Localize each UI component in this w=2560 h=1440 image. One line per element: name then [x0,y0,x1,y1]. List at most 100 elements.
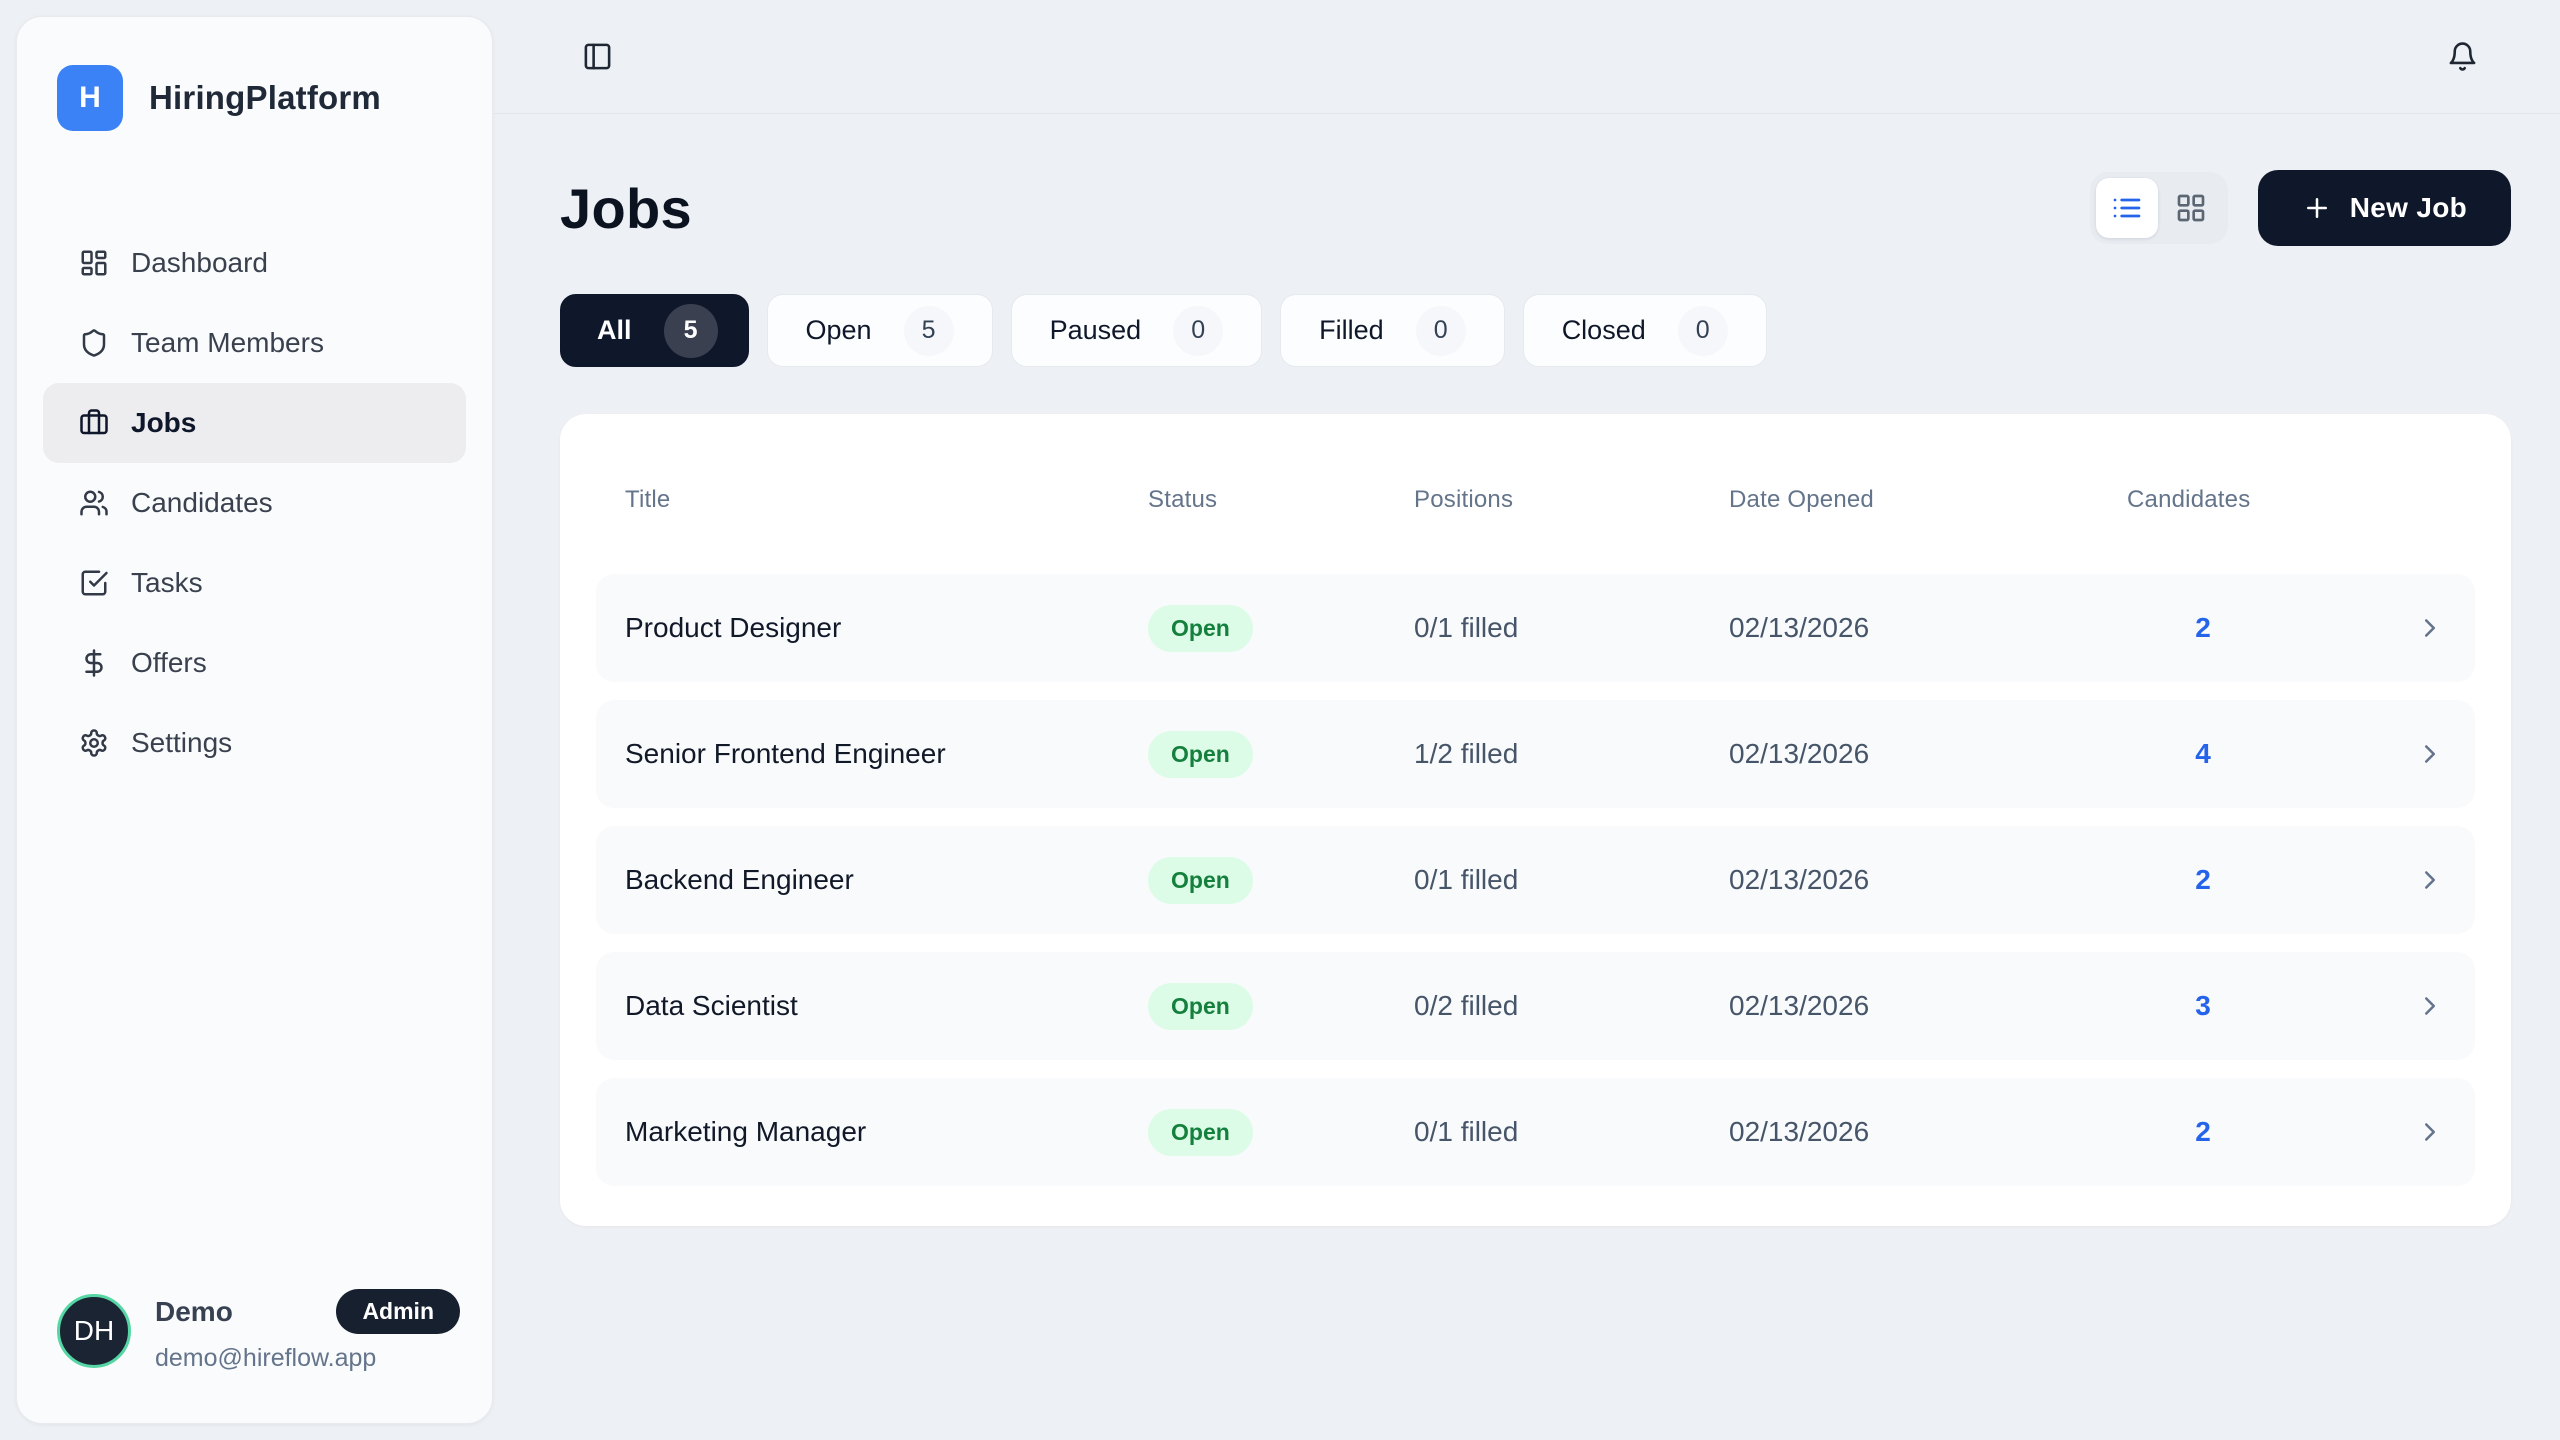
chevron-right-icon[interactable] [2415,739,2445,769]
sidebar-item-dashboard[interactable]: Dashboard [43,223,466,303]
job-title: Product Designer [625,612,842,643]
check-square-icon [79,568,109,598]
job-title: Senior Frontend Engineer [625,738,946,769]
sidebar-item-tasks[interactable]: Tasks [43,543,466,623]
status-badge: Open [1148,982,1253,1030]
filter-label: Paused [1049,315,1142,345]
main-area: Jobs [493,0,2560,1440]
new-job-label: New Job [2349,192,2467,223]
sidebar-item-label: Candidates [131,487,273,518]
status-badge: Open [1148,604,1253,652]
date-opened-cell: 02/13/2026 [1729,1116,1870,1147]
filter-tab-closed[interactable]: Closed 0 [1522,294,1767,367]
sidebar-item-candidates[interactable]: Candidates [43,463,466,543]
status-badge: Open [1148,856,1253,904]
topbar [493,0,2560,114]
sidebar-toggle-button[interactable] [575,35,619,79]
job-title: Marketing Manager [625,1116,867,1147]
chevron-right-icon[interactable] [2415,1117,2445,1147]
filter-label: Closed [1561,315,1646,345]
candidates-count[interactable]: 2 [2195,1116,2211,1147]
dollar-icon [79,648,109,678]
status-badge: Open [1148,1108,1253,1156]
briefcase-icon [79,408,109,438]
table-row[interactable]: Marketing Manager Open 0/1 filled 02/13/… [596,1078,2475,1186]
column-header-candidates: Candidates [2127,486,2251,513]
filter-count: 5 [903,305,954,356]
bell-icon [2447,41,2478,72]
status-badge: Open [1148,730,1253,778]
filter-count: 0 [1415,305,1466,356]
grid-view-button[interactable] [2160,178,2222,238]
content: Jobs [493,114,2560,1226]
panel-left-icon [582,41,613,72]
candidates-count[interactable]: 3 [2195,990,2211,1021]
chevron-right-icon[interactable] [2415,613,2445,643]
table-row[interactable]: Senior Frontend Engineer Open 1/2 filled… [596,700,2475,808]
filter-tab-all[interactable]: All 5 [560,294,749,367]
column-header-date-opened: Date Opened [1729,486,1874,513]
filter-label: Filled [1319,315,1384,345]
candidates-count[interactable]: 2 [2195,612,2211,643]
sidebar-item-team-members[interactable]: Team Members [43,303,466,383]
list-view-button[interactable] [2095,178,2158,238]
notifications-button[interactable] [2440,35,2484,79]
filter-count: 0 [1173,305,1224,356]
candidates-count[interactable]: 2 [2195,864,2211,895]
sidebar-item-settings[interactable]: Settings [43,703,466,783]
filter-count: 0 [1677,305,1728,356]
users-icon [79,488,109,518]
filter-tab-open[interactable]: Open 5 [766,294,993,367]
chevron-right-icon[interactable] [2415,991,2445,1021]
status-filters: All 5 Open 5 Paused 0 Filled 0 Closed 0 [560,294,2511,367]
positions-cell: 1/2 filled [1414,738,1519,769]
sidebar-item-label: Offers [131,647,207,678]
table-row[interactable]: Data Scientist Open 0/2 filled 02/13/202… [596,952,2475,1060]
column-header-status: Status [1148,486,1218,513]
date-opened-cell: 02/13/2026 [1729,864,1870,895]
user-box[interactable]: DH Demo Admin demo@hireflow.app [43,1289,466,1377]
app-title: HiringPlatform [149,79,381,116]
positions-cell: 0/2 filled [1414,990,1519,1021]
filter-tab-paused[interactable]: Paused 0 [1010,294,1263,367]
sidebar-item-offers[interactable]: Offers [43,623,466,703]
user-name: Demo [155,1295,233,1327]
list-icon [2111,192,2143,224]
sidebar: H HiringPlatform Dashboard Team Members … [16,16,493,1424]
date-opened-cell: 02/13/2026 [1729,612,1870,643]
dashboard-icon [79,248,109,278]
positions-cell: 0/1 filled [1414,612,1519,643]
chevron-right-icon[interactable] [2415,865,2445,895]
table-row[interactable]: Product Designer Open 0/1 filled 02/13/2… [596,574,2475,682]
sidebar-item-label: Dashboard [131,247,268,278]
jobs-table-card: Title Status Positions Date Opened Candi… [560,414,2511,1226]
filter-label: Open [805,315,872,345]
sidebar-item-label: Team Members [131,327,324,358]
sidebar-nav: Dashboard Team Members Jobs Candidates T… [43,223,466,783]
plus-icon [2302,193,2332,223]
shield-icon [79,328,109,358]
positions-cell: 0/1 filled [1414,864,1519,895]
date-opened-cell: 02/13/2026 [1729,738,1870,769]
avatar: DH [57,1294,131,1368]
column-header-positions: Positions [1414,486,1514,513]
sidebar-item-label: Tasks [131,567,203,598]
job-title: Data Scientist [625,990,798,1021]
role-badge: Admin [336,1289,460,1334]
view-toggle [2089,172,2228,244]
date-opened-cell: 02/13/2026 [1729,990,1870,1021]
brand-logo: H [57,65,123,131]
table-header: Title Status Positions Date Opened Candi… [596,450,2475,550]
filter-tab-filled[interactable]: Filled 0 [1280,294,1505,367]
grid-icon [2175,192,2207,224]
sidebar-item-jobs[interactable]: Jobs [43,383,466,463]
sidebar-item-label: Settings [131,727,233,758]
user-email: demo@hireflow.app [155,1344,377,1372]
new-job-button[interactable]: New Job [2257,170,2511,246]
column-header-title: Title [625,486,671,513]
page-title: Jobs [560,176,692,240]
table-row[interactable]: Backend Engineer Open 0/1 filled 02/13/2… [596,826,2475,934]
filter-count: 5 [663,303,718,358]
candidates-count[interactable]: 4 [2195,738,2211,769]
filter-label: All [597,315,632,345]
